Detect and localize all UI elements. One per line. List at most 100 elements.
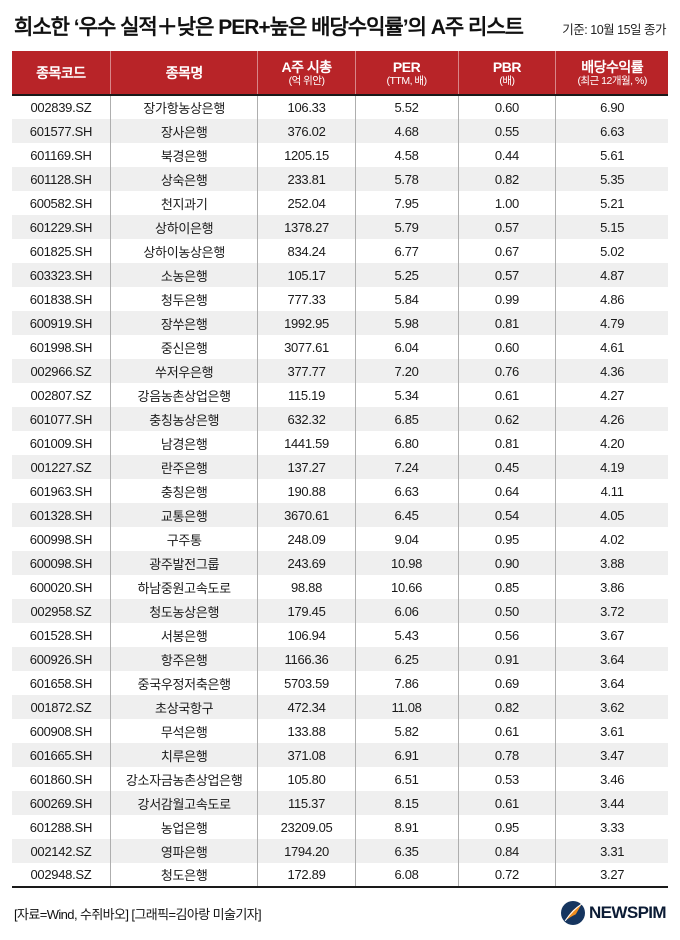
column-sublabel: (TTM, 배) [386, 74, 428, 87]
per-cell: 6.35 [354, 839, 459, 863]
stock-name-cell: 상하이농상은행 [109, 239, 258, 263]
pbr-cell: 0.85 [457, 575, 556, 599]
stock-code-cell: 002142.SZ [30, 843, 92, 859]
market-cap-cell: 3077.61 [257, 335, 356, 359]
market-cap-cell: 133.88 [257, 719, 356, 743]
stock-name-cell: 농업은행 [109, 815, 258, 839]
per-cell: 5.52 [354, 95, 459, 119]
per-cell: 5.79 [354, 215, 459, 239]
stock-code-cell: 600926.SH [29, 651, 93, 667]
per-cell: 4.68 [354, 119, 459, 143]
dividend-yield-cell: 3.64 [555, 647, 668, 671]
stock-name-cell: 초상국항구 [109, 695, 258, 719]
stock-code-cell: 601169.SH [30, 147, 92, 163]
dividend-yield-cell: 4.20 [555, 431, 668, 455]
table-row: 601009.SH 남경은행 1441.59 6.80 0.81 4.20 [12, 431, 668, 455]
stock-code-cell: 601665.SH [29, 747, 93, 763]
column-sublabel: (억 위안) [288, 74, 325, 87]
stock-name-cell: 구주통 [109, 527, 258, 551]
column-header-market-cap: A주 시총 (억 위안) [257, 51, 356, 96]
market-cap-cell: 172.89 [257, 863, 356, 888]
footer: [자료=Wind, 수쥐바오] [그래픽=김아랑 미술기자] NEWSPIM [14, 899, 667, 927]
pbr-cell: 0.90 [457, 551, 556, 575]
column-label: 배당수익률 [581, 58, 644, 75]
market-cap-cell: 1441.59 [257, 431, 356, 455]
dividend-yield-cell: 3.86 [555, 575, 668, 599]
column-header-stock-name: 종목명 [109, 51, 258, 96]
dividend-yield-cell: 4.11 [555, 479, 668, 503]
dividend-yield-cell: 3.27 [555, 863, 668, 888]
stock-code-cell: 600998.SH [29, 531, 93, 547]
pbr-cell: 0.91 [457, 647, 556, 671]
stock-code-cell: 002958.SZ [30, 603, 92, 619]
market-cap-cell: 23209.05 [257, 815, 356, 839]
pbr-cell: 0.50 [457, 599, 556, 623]
stock-code-cell: 601229.SH [29, 219, 93, 235]
dividend-yield-cell: 4.86 [555, 287, 668, 311]
per-cell: 7.20 [354, 359, 459, 383]
per-cell: 6.63 [354, 479, 459, 503]
stock-code-cell: 600908.SH [29, 723, 93, 739]
per-cell: 6.06 [354, 599, 459, 623]
pbr-cell: 0.44 [457, 143, 556, 167]
stock-name-cell: 쑤저우은행 [109, 359, 258, 383]
per-cell: 5.25 [354, 263, 459, 287]
per-cell: 8.15 [354, 791, 459, 815]
market-cap-cell: 106.94 [257, 623, 356, 647]
column-label: A주 시총 [281, 58, 332, 75]
stock-code-cell: 600269.SH [29, 795, 93, 811]
market-cap-cell: 1166.36 [257, 647, 356, 671]
table-row: 600582.SH 천지과기 252.04 7.95 1.00 5.21 [12, 191, 668, 215]
market-cap-cell: 115.37 [257, 791, 356, 815]
table-row: 002958.SZ 청도농상은행 179.45 6.06 0.50 3.72 [12, 599, 668, 623]
per-cell: 5.34 [354, 383, 459, 407]
header-row: 종목코드 종목명 A주 시총 (억 위안) PER (TTM, 배) PBR [12, 51, 668, 96]
pbr-cell: 0.78 [457, 743, 556, 767]
stock-code-cell: 601825.SH [29, 243, 93, 259]
market-cap-cell: 243.69 [257, 551, 356, 575]
pbr-cell: 0.69 [457, 671, 556, 695]
market-cap-cell: 1794.20 [257, 839, 356, 863]
stock-code-cell: 601658.SH [29, 675, 93, 691]
dividend-yield-cell: 5.35 [555, 167, 668, 191]
per-cell: 6.25 [354, 647, 459, 671]
column-sublabel: (배) [499, 74, 515, 87]
table-row: 600020.SH 하남중원고속도로 98.88 10.66 0.85 3.86 [12, 575, 668, 599]
stock-code-cell: 601577.SH [29, 123, 93, 139]
dividend-yield-cell: 4.61 [555, 335, 668, 359]
stock-name-cell: 장사은행 [109, 119, 258, 143]
table-row: 002807.SZ 강음농촌상업은행 115.19 5.34 0.61 4.27 [12, 383, 668, 407]
per-cell: 5.82 [354, 719, 459, 743]
stock-code-cell: 601128.SH [30, 171, 92, 187]
stock-name-cell: 영파은행 [109, 839, 258, 863]
pbr-cell: 0.82 [457, 695, 556, 719]
table-header: 종목코드 종목명 A주 시총 (억 위안) PER (TTM, 배) PBR [12, 51, 668, 96]
dividend-yield-cell: 3.67 [555, 623, 668, 647]
table-row: 002948.SZ 청도은행 172.89 6.08 0.72 3.27 [12, 863, 668, 888]
table-row: 600098.SH 광주발전그룹 243.69 10.98 0.90 3.88 [12, 551, 668, 575]
table-row: 600998.SH 구주통 248.09 9.04 0.95 4.02 [12, 527, 668, 551]
stock-code-cell: 002948.SZ [12, 863, 111, 888]
stock-code-cell: 601328.SH [29, 507, 93, 523]
dividend-yield-cell: 6.90 [555, 95, 668, 119]
market-cap-cell: 106.33 [257, 95, 356, 119]
market-cap-cell: 1992.95 [257, 311, 356, 335]
dividend-yield-cell: 4.87 [555, 263, 668, 287]
dividend-yield-cell: 3.47 [555, 743, 668, 767]
dividend-yield-cell: 3.31 [555, 839, 668, 863]
stock-name-cell: 상하이은행 [109, 215, 258, 239]
stock-name-cell: 무석은행 [109, 719, 258, 743]
market-cap-cell: 98.88 [257, 575, 356, 599]
dividend-yield-cell: 4.05 [555, 503, 668, 527]
pbr-cell: 0.95 [457, 527, 556, 551]
stock-name-cell: 소농은행 [109, 263, 258, 287]
market-cap-cell: 105.17 [257, 263, 356, 287]
stock-code-cell: 601838.SH [29, 291, 93, 307]
dividend-yield-cell: 4.27 [555, 383, 668, 407]
title-bar: 희소한 ‘우수 실적＋낮은 PER+높은 배당수익률’의 A주 리스트 기준: … [14, 16, 666, 40]
stock-code-cell: 600098.SH [29, 555, 93, 571]
pbr-cell: 0.61 [457, 719, 556, 743]
per-cell: 6.45 [354, 503, 459, 527]
per-cell: 5.84 [354, 287, 459, 311]
market-cap-cell: 632.32 [257, 407, 356, 431]
